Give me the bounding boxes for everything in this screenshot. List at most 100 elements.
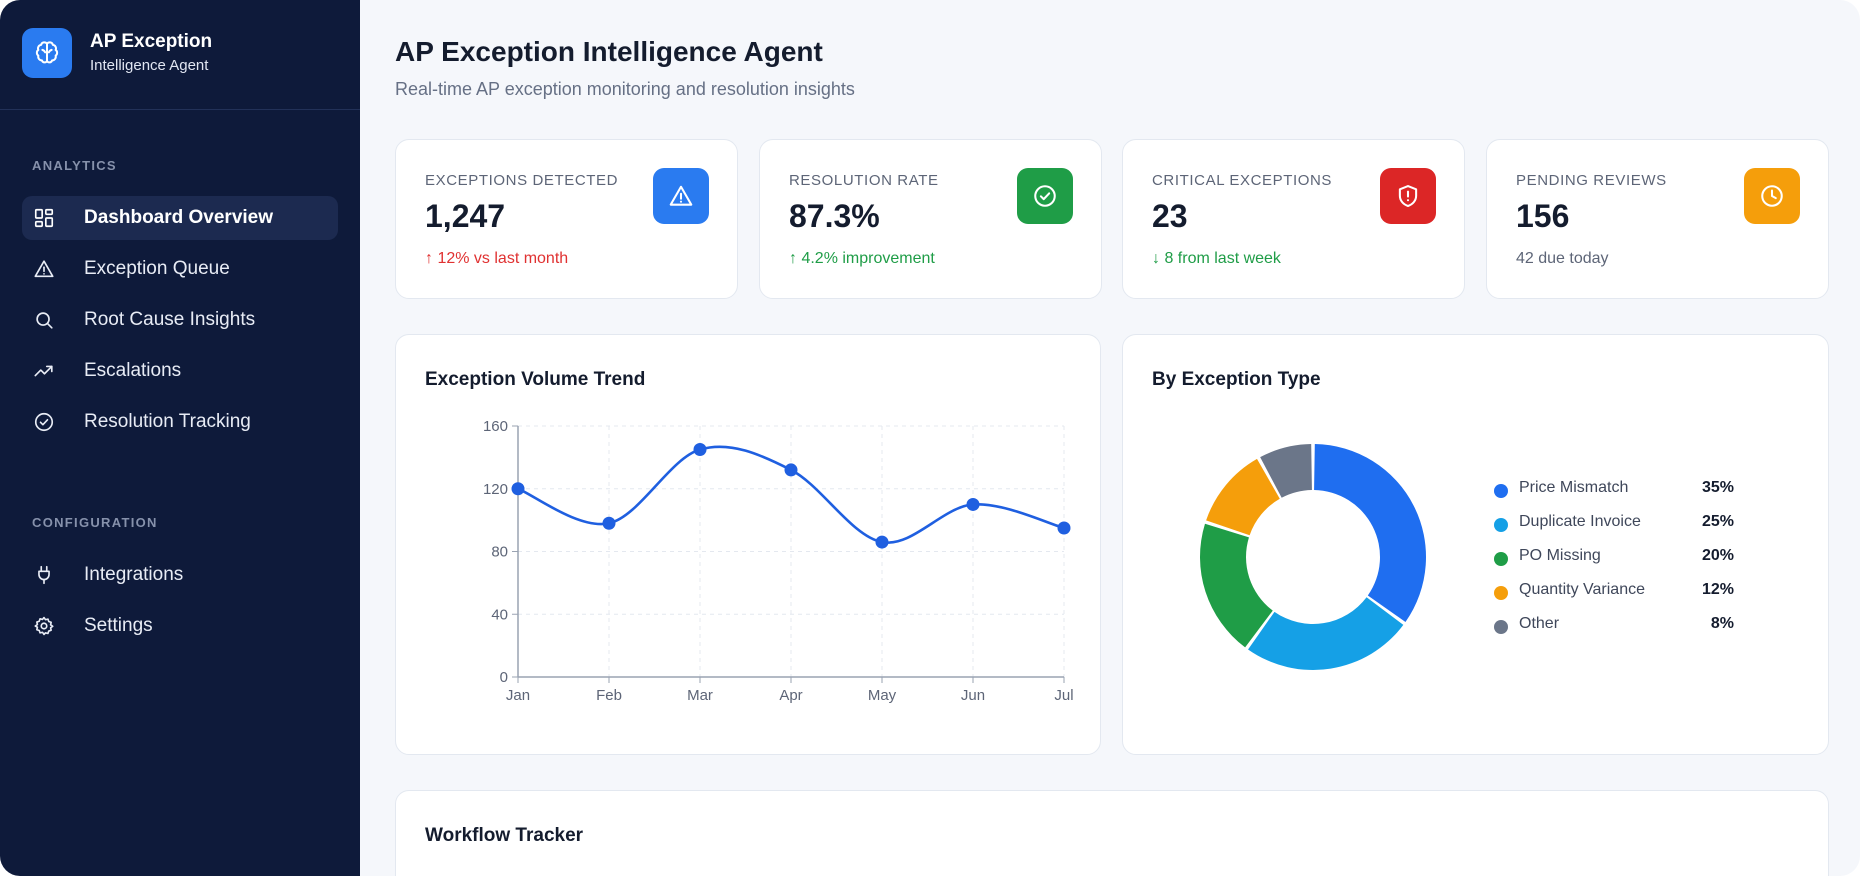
legend-value: 12%	[1701, 581, 1734, 598]
sidebar-item-escalations[interactable]: Escalations	[22, 349, 338, 393]
kpi-label: EXCEPTIONS DETECTED	[425, 172, 619, 189]
x-tick-label: May	[868, 687, 897, 704]
sidebar-item-label: Integrations	[84, 564, 184, 585]
kpi-label: RESOLUTION RATE	[789, 172, 939, 189]
sidebar-item-integrations[interactable]: Integrations	[22, 553, 338, 597]
sidebar-item-root-cause-insights[interactable]: Root Cause Insights	[22, 298, 338, 342]
brand[interactable]: AP Exception Intelligence Agent	[22, 28, 212, 78]
sidebar-item-resolution-tracking[interactable]: Resolution Tracking	[22, 400, 338, 444]
donut-slice	[1200, 523, 1273, 648]
donut-slice	[1260, 444, 1312, 498]
x-tick-label: Mar	[687, 687, 713, 704]
kpi-note: ↑ 4.2% improvement	[789, 250, 935, 267]
kpi-value: 87.3%	[789, 198, 880, 234]
page-title: AP Exception Intelligence Agent	[395, 36, 823, 67]
legend-item: Price Mismatch 35%	[1494, 475, 1734, 509]
line-chart: 0 40 80 120 160 Jan Feb Mar Apr May Jun Jul	[483, 418, 1074, 704]
search-icon	[32, 308, 56, 332]
legend-swatch	[1494, 620, 1508, 634]
legend-value: 35%	[1701, 479, 1734, 496]
kpi-card-resolution-rate[interactable]: RESOLUTION RATE 87.3% ↑ 4.2% improvement	[759, 139, 1102, 299]
plug-icon	[32, 563, 56, 587]
data-point	[1057, 521, 1071, 535]
kpi-note: ↓ 8 from last week	[1152, 250, 1281, 267]
sidebar-item-exception-queue[interactable]: Exception Queue	[22, 247, 338, 291]
data-point	[784, 463, 798, 477]
exception-volume-trend-card: Exception Volume Trend 0 40 80 120 160 Jan Feb…	[395, 334, 1101, 755]
x-tick-label: Jul	[1054, 687, 1073, 704]
kpi-card-exceptions-detected[interactable]: EXCEPTIONS DETECTED 1,247 ↑ 12% vs last …	[395, 139, 738, 299]
brand-title: AP Exception	[90, 30, 213, 52]
x-tick-label: Feb	[596, 687, 622, 704]
warning-icon	[32, 257, 56, 281]
workflow-tracker-card: Workflow Tracker	[395, 790, 1829, 876]
kpi-note: ↑ 12% vs last month	[425, 250, 569, 267]
data-point	[966, 497, 980, 511]
y-tick-label: 80	[491, 544, 508, 561]
chart-title: By Exception Type	[1152, 369, 1321, 390]
brain-icon	[22, 28, 72, 78]
sidebar-item-settings[interactable]: Settings	[22, 604, 338, 648]
chart-title: Exception Volume Trend	[425, 369, 646, 390]
clock-icon	[1744, 168, 1800, 224]
kpi-value: 23	[1152, 198, 1188, 234]
legend-label: Other	[1519, 615, 1560, 632]
legend-label: Duplicate Invoice	[1519, 513, 1641, 530]
check-circle-icon	[1017, 168, 1073, 224]
x-tick-label: Jun	[961, 687, 985, 704]
legend-swatch	[1494, 586, 1508, 600]
kpi-card-critical-exceptions[interactable]: CRITICAL EXCEPTIONS 23 ↓ 8 from last wee…	[1122, 139, 1465, 299]
donut-slice	[1248, 597, 1404, 670]
kpi-label: PENDING REVIEWS	[1516, 172, 1667, 189]
sidebar-item-dashboard-overview[interactable]: Dashboard Overview	[22, 196, 338, 240]
section-label-analytics: ANALYTICS	[32, 158, 117, 173]
donut-slice	[1314, 444, 1426, 622]
kpi-card-pending-reviews[interactable]: PENDING REVIEWS 156 42 due today	[1486, 139, 1829, 299]
sidebar: AP Exception Intelligence Agent ANALYTIC…	[0, 0, 360, 876]
legend-value: 25%	[1701, 513, 1734, 530]
trending-up-icon	[32, 359, 56, 383]
legend-label: Price Mismatch	[1519, 479, 1629, 496]
x-tick-label: Apr	[779, 687, 802, 704]
brand-subtitle: Intelligence Agent	[90, 56, 209, 74]
donut-slice	[1206, 458, 1280, 536]
y-tick-label: 40	[491, 606, 508, 623]
sidebar-item-label: Resolution Tracking	[84, 411, 251, 432]
section-label-configuration: CONFIGURATION	[32, 515, 158, 530]
sidebar-item-label: Exception Queue	[84, 258, 230, 279]
legend-swatch	[1494, 518, 1508, 532]
y-tick-label: 0	[500, 669, 508, 686]
sidebar-item-label: Root Cause Insights	[84, 309, 256, 330]
legend-swatch	[1494, 552, 1508, 566]
exception-type-card: By Exception Type Price Mismatch 35% Dupli…	[1122, 334, 1829, 755]
data-point	[875, 535, 889, 549]
check-circle-icon	[32, 410, 56, 434]
data-point	[511, 482, 525, 496]
data-point	[602, 516, 616, 530]
sidebar-divider	[0, 109, 360, 110]
legend-item: Other 8%	[1494, 611, 1734, 645]
data-point	[693, 443, 707, 457]
legend-value: 8%	[1710, 615, 1734, 632]
legend-item: Quantity Variance 12%	[1494, 577, 1734, 611]
grid-icon	[32, 206, 56, 230]
legend-label: Quantity Variance	[1519, 581, 1645, 598]
legend-label: PO Missing	[1519, 547, 1601, 564]
kpi-label: CRITICAL EXCEPTIONS	[1152, 172, 1333, 189]
page-subtitle: Real-time AP exception monitoring and re…	[395, 79, 855, 99]
y-tick-label: 120	[483, 481, 508, 498]
sidebar-item-label: Escalations	[84, 360, 182, 381]
legend-swatch	[1494, 484, 1508, 498]
gear-icon	[32, 614, 56, 638]
legend-item: PO Missing 20%	[1494, 543, 1734, 577]
donut-chart	[1200, 444, 1426, 670]
legend-value: 20%	[1701, 547, 1734, 564]
legend-item: Duplicate Invoice 25%	[1494, 509, 1734, 543]
shield-alert-icon	[1380, 168, 1436, 224]
sidebar-item-label: Dashboard Overview	[84, 207, 274, 228]
sidebar-item-label: Settings	[84, 615, 153, 636]
chart-legend: Price Mismatch 35% Duplicate Invoice 25% PO …	[1494, 475, 1734, 645]
kpi-note: 42 due today	[1516, 250, 1609, 267]
kpi-value: 156	[1516, 198, 1570, 234]
